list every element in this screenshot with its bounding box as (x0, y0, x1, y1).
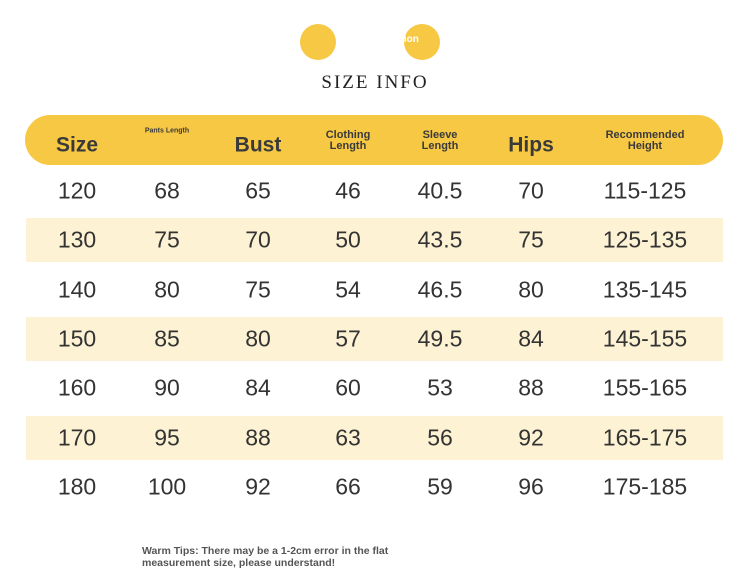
table-cell: 88 (245, 424, 271, 450)
table-cell: 90 (154, 374, 180, 401)
table-cell: 46.5 (417, 276, 463, 303)
table-cell: 150 (57, 325, 97, 352)
table-cell: 135-145 (602, 276, 688, 303)
table-cell: 75 (245, 276, 271, 303)
column-header: Bust (234, 133, 282, 157)
table-cell: 95 (154, 424, 180, 450)
table-cell: 145-155 (602, 325, 688, 352)
row-stripe (26, 415, 723, 460)
table-cell: 80 (245, 325, 271, 352)
table-cell: 56 (427, 424, 453, 450)
column-header: Hips (508, 133, 554, 157)
table-cell: 180 (57, 473, 97, 500)
table-cell: 92 (245, 473, 271, 500)
title: SIZE INFO (321, 72, 429, 93)
table-cell: 57 (335, 325, 361, 352)
table-cell: 46 (335, 177, 361, 204)
table-cell: 85 (154, 325, 180, 352)
badge-circle (300, 24, 336, 60)
table-cell: 140 (57, 276, 97, 303)
table-cell: 160 (57, 374, 97, 401)
table-cell: 59 (427, 473, 453, 500)
table-cell: 100 (147, 473, 187, 500)
table-cell: 63 (335, 424, 361, 450)
table-cell: 60 (335, 374, 361, 401)
column-header: Size (55, 133, 99, 157)
header-bar (25, 115, 723, 165)
table-cell: 70 (518, 177, 544, 204)
table-cell: 68 (154, 177, 180, 204)
table-cell: 70 (245, 226, 271, 253)
table-cell: 92 (518, 424, 544, 450)
table-cell: 165-175 (602, 424, 688, 450)
table-cell: 120 (57, 177, 97, 204)
table-cell: 130 (57, 226, 97, 253)
badge-circle (404, 24, 440, 60)
table-cell: 50 (335, 226, 361, 253)
table-cell: 65 (245, 177, 271, 204)
column-header: Pants Length (144, 127, 190, 135)
table-cell: 170 (57, 424, 97, 450)
badge-text: Size Information (341, 34, 419, 45)
row-stripe (26, 218, 723, 263)
table-cell: 75 (518, 226, 544, 253)
table-cell: 125-135 (602, 226, 688, 253)
table-cell: 54 (335, 276, 361, 303)
table-cell: 66 (335, 473, 361, 500)
column-header: Clothing Length (325, 129, 371, 152)
table-cell: 84 (518, 325, 544, 352)
table-cell: 80 (154, 276, 180, 303)
tips: Warm Tips: There may be a 1-2cm error in… (142, 545, 389, 570)
column-header: Recommended Height (605, 129, 685, 152)
column-header: Sleeve Length (421, 129, 459, 152)
table-cell: 80 (518, 276, 544, 303)
table-cell: 88 (518, 374, 544, 401)
table-cell: 49.5 (417, 325, 463, 352)
table-cell: 175-185 (602, 473, 688, 500)
table-cell: 155-165 (602, 374, 688, 401)
table-cell: 96 (518, 473, 544, 500)
table-cell: 115-125 (603, 177, 687, 204)
table-cell: 43.5 (417, 226, 463, 253)
table-cell: 53 (427, 374, 453, 401)
table-cell: 75 (154, 226, 180, 253)
table-cell: 40.5 (417, 177, 463, 204)
table-cell: 84 (245, 374, 271, 401)
row-stripe (26, 316, 723, 361)
